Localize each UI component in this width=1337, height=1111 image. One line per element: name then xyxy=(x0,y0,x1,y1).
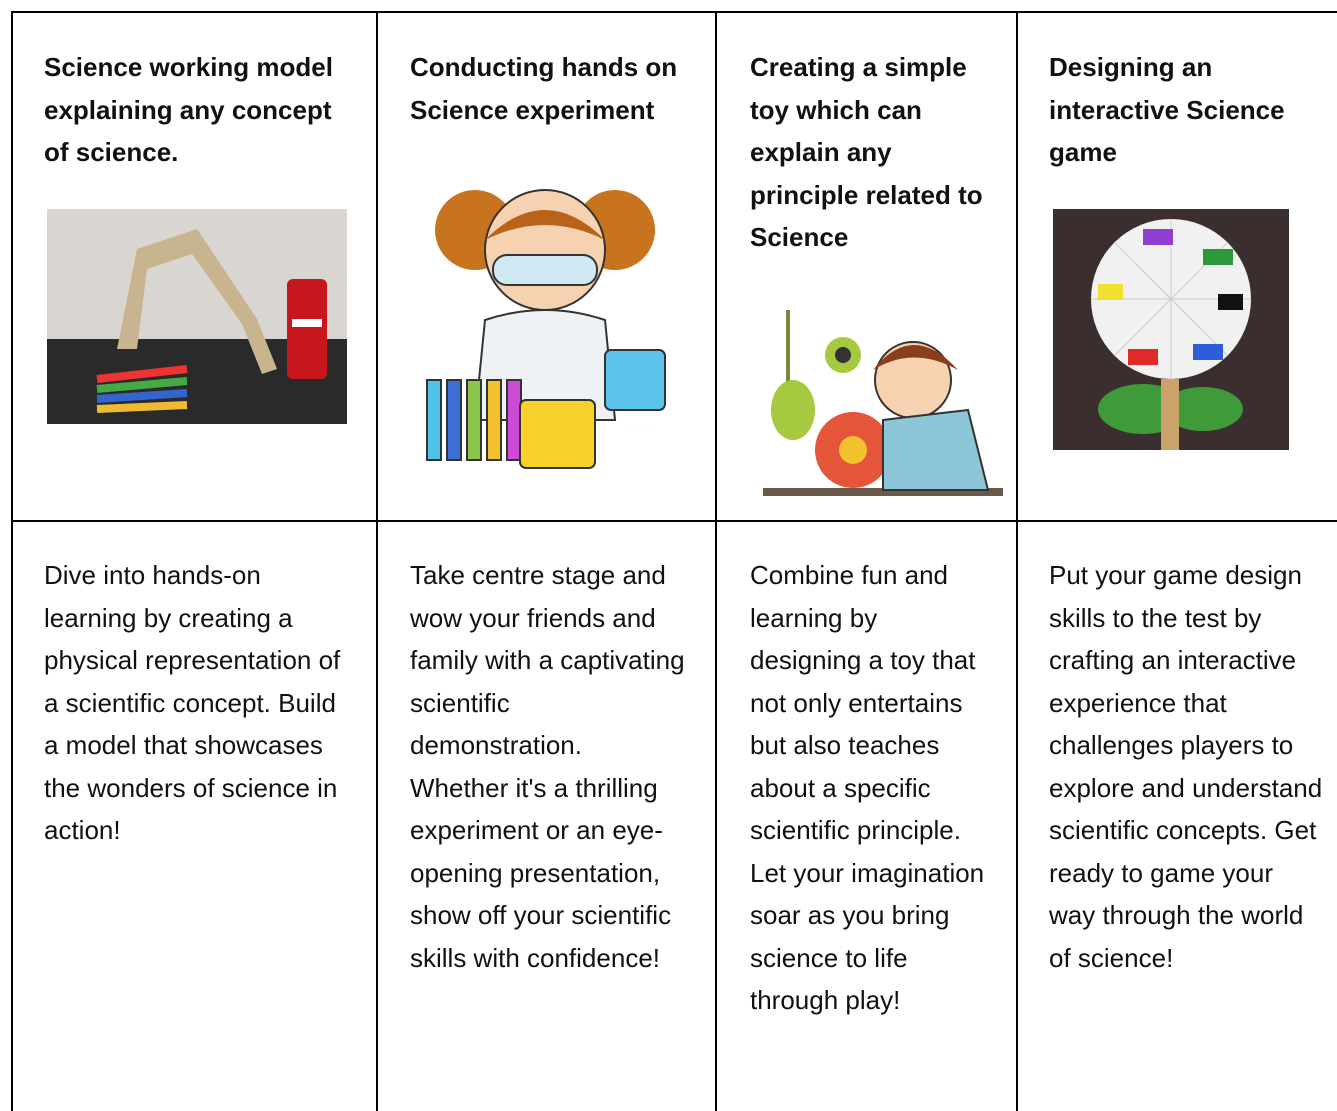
scientist-illustration xyxy=(426,189,666,469)
card-title: Science working model explaining any con… xyxy=(44,52,333,167)
page: Science working model explaining any con… xyxy=(11,11,1337,1111)
column-divider xyxy=(715,11,717,1111)
game-photo xyxy=(1053,209,1289,450)
card-description: Dive into hands-on learning by creating … xyxy=(44,560,341,845)
card-description: Take centre stage and wow your friends a… xyxy=(410,560,685,973)
column-divider xyxy=(11,11,13,1111)
table-border xyxy=(11,11,1337,13)
card-title: Creating a simple toy which can explain … xyxy=(750,52,983,252)
column-divider xyxy=(1016,11,1018,1111)
column-divider xyxy=(376,11,378,1111)
card-description: Combine fun and learning by designing a … xyxy=(750,560,985,1015)
model-photo xyxy=(47,209,347,424)
card-title: Designing an interactive Science game xyxy=(1049,52,1285,167)
card-description: Put your game design skills to the test … xyxy=(1049,560,1323,973)
row-divider xyxy=(11,520,1337,522)
toy-illustration xyxy=(763,310,1003,496)
card-title: Conducting hands on Science experiment xyxy=(410,52,678,125)
